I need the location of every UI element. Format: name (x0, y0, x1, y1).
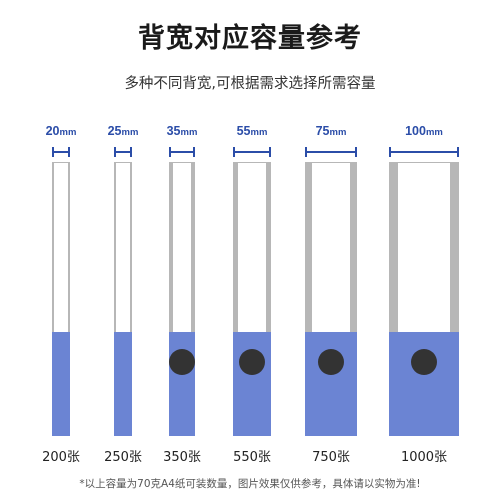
spine-width-value: 100 (405, 124, 426, 138)
dimension-tick-left (305, 147, 307, 157)
spine-width-label: 25mm (78, 124, 168, 138)
spine-width-label: 55mm (207, 124, 297, 138)
spine-label-panel (169, 332, 195, 436)
dimension-tick-right (457, 147, 459, 157)
spine-label-panel (233, 332, 271, 436)
spine-width-value: 25 (107, 124, 122, 138)
footnote: *以上容量为70克A4纸可装数量，图片效果仅供参考，具体请以实物为准! (79, 478, 421, 490)
spine-upper-frame (389, 162, 459, 332)
capacity-label: 750张 (312, 450, 350, 465)
capacity-label: 200张 (42, 450, 80, 465)
dimension-tick-left (169, 147, 171, 157)
spine-width-value: 20 (45, 124, 60, 138)
spine-upper-frame (114, 162, 132, 332)
page-subtitle: 多种不同背宽,可根据需求选择所需容量 (124, 76, 376, 92)
capacity-label: 350张 (163, 450, 201, 465)
dimension-tick-right (269, 147, 271, 157)
spine-width-label: 100mm (379, 124, 469, 138)
capacity-label: 550张 (233, 450, 271, 465)
spine-width-unit: mm (425, 127, 443, 138)
dimension-line (169, 151, 195, 153)
spine-width-unit: mm (329, 127, 347, 138)
spine-upper-frame (169, 162, 195, 332)
spine-width-unit: mm (180, 127, 198, 138)
dimension-line (114, 151, 132, 153)
spine-width-label: 20mm (16, 124, 106, 138)
ring-hole-icon (169, 349, 195, 375)
dimension-tick-left (233, 147, 235, 157)
spine-width-unit: mm (59, 127, 77, 138)
spine-label-panel (114, 332, 132, 436)
binder-spine (169, 162, 195, 436)
spine-width-value: 75 (315, 124, 330, 138)
dimension-tick-right (68, 147, 70, 157)
spine-width-value: 35 (166, 124, 181, 138)
spine-width-value: 55 (236, 124, 251, 138)
spine-width-unit: mm (121, 127, 139, 138)
binder-spine (305, 162, 357, 436)
binder-spine (52, 162, 70, 436)
dimension-tick-right (130, 147, 132, 157)
dimension-tick-left (114, 147, 116, 157)
spine-width-label: 35mm (137, 124, 227, 138)
spine-label-panel (52, 332, 70, 436)
ring-hole-icon (318, 349, 344, 375)
dimension-line (233, 151, 271, 153)
spine-upper-frame (233, 162, 271, 332)
capacity-label: 1000张 (400, 450, 448, 465)
spine-width-unit: mm (250, 127, 268, 138)
ring-hole-icon (411, 349, 437, 375)
dimension-line (389, 151, 459, 153)
dimension-line (305, 151, 357, 153)
dimension-line (52, 151, 70, 153)
spine-upper-frame (52, 162, 70, 332)
dimension-tick-left (389, 147, 391, 157)
ring-hole-icon (239, 349, 265, 375)
spine-label-panel (389, 332, 459, 436)
binder-spine (233, 162, 271, 436)
binder-spine (114, 162, 132, 436)
spine-width-label: 75mm (286, 124, 376, 138)
spine-upper-frame (305, 162, 357, 332)
dimension-tick-left (52, 147, 54, 157)
spine-label-panel (305, 332, 357, 436)
page-title: 背宽对应容量参考 (138, 23, 362, 54)
dimension-tick-right (193, 147, 195, 157)
dimension-tick-right (355, 147, 357, 157)
binder-spine (389, 162, 459, 436)
capacity-label: 250张 (104, 450, 142, 465)
